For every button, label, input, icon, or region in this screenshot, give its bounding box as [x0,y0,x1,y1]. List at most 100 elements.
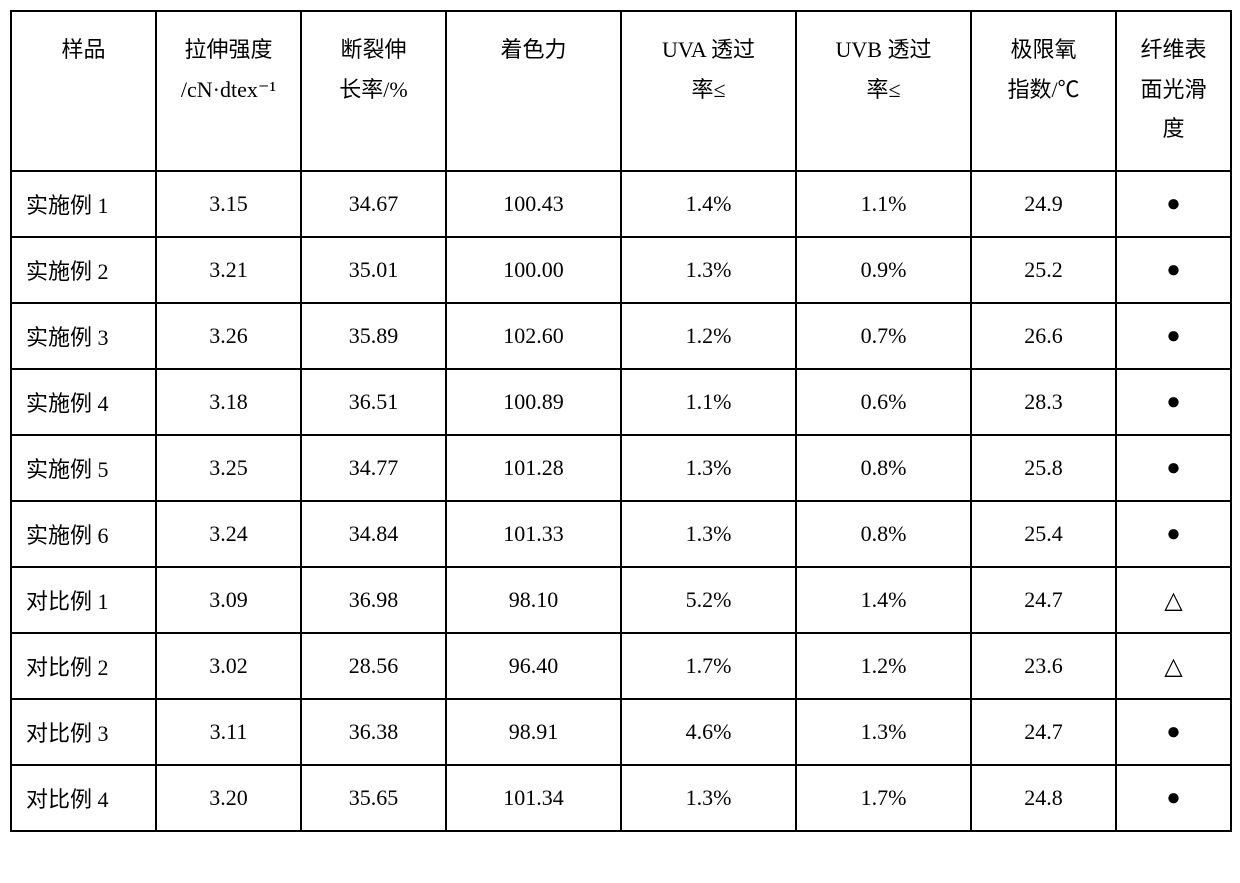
table-row: 对比例 2 3.02 28.56 96.40 1.7% 1.2% 23.6 △ [11,633,1231,699]
cell-coloring: 101.28 [446,435,621,501]
cell-elongation: 36.98 [301,567,446,633]
header-label-line1: 断裂伸 [340,37,406,62]
table-row: 对比例 3 3.11 36.38 98.91 4.6% 1.3% 24.7 ● [11,699,1231,765]
cell-sample: 实施例 4 [11,369,156,435]
cell-uvb: 0.9% [796,237,971,303]
cell-oxygen: 24.7 [971,567,1116,633]
cell-oxygen: 25.2 [971,237,1116,303]
cell-tensile: 3.11 [156,699,301,765]
cell-uvb: 1.1% [796,171,971,237]
header-label-line1: 拉伸强度 [184,37,272,62]
cell-smooth: ● [1116,303,1231,369]
cell-coloring: 100.43 [446,171,621,237]
header-label: 着色力 [500,37,566,62]
cell-coloring: 101.34 [446,765,621,831]
header-sample: 样品 [11,11,156,171]
cell-tensile: 3.21 [156,237,301,303]
cell-tensile: 3.26 [156,303,301,369]
header-label-line2: 率≤ [691,77,725,102]
cell-tensile: 3.09 [156,567,301,633]
cell-sample: 对比例 1 [11,567,156,633]
table-body: 实施例 1 3.15 34.67 100.43 1.4% 1.1% 24.9 ●… [11,171,1231,831]
table-row: 对比例 1 3.09 36.98 98.10 5.2% 1.4% 24.7 △ [11,567,1231,633]
cell-elongation: 34.77 [301,435,446,501]
cell-uva: 1.7% [621,633,796,699]
table-header: 样品 拉伸强度 /cN·dtex⁻¹ 断裂伸 长率/% 着色力 UVA 透过 率… [11,11,1231,171]
cell-elongation: 35.89 [301,303,446,369]
header-label-line2: 指数/℃ [1007,77,1079,102]
header-label-line1: UVA 透过 [662,37,755,62]
cell-smooth: ● [1116,369,1231,435]
cell-sample: 对比例 3 [11,699,156,765]
cell-coloring: 102.60 [446,303,621,369]
cell-smooth: △ [1116,633,1231,699]
cell-smooth: △ [1116,567,1231,633]
cell-elongation: 35.01 [301,237,446,303]
header-uvb: UVB 透过 率≤ [796,11,971,171]
cell-sample: 实施例 5 [11,435,156,501]
cell-tensile: 3.20 [156,765,301,831]
table-row: 实施例 3 3.26 35.89 102.60 1.2% 0.7% 26.6 ● [11,303,1231,369]
cell-coloring: 101.33 [446,501,621,567]
cell-elongation: 28.56 [301,633,446,699]
cell-elongation: 36.38 [301,699,446,765]
header-tensile: 拉伸强度 /cN·dtex⁻¹ [156,11,301,171]
cell-coloring: 100.89 [446,369,621,435]
cell-uva: 5.2% [621,567,796,633]
cell-uva: 1.3% [621,765,796,831]
cell-uva: 1.3% [621,435,796,501]
cell-sample: 实施例 2 [11,237,156,303]
cell-sample: 对比例 2 [11,633,156,699]
cell-sample: 实施例 6 [11,501,156,567]
cell-elongation: 35.65 [301,765,446,831]
cell-oxygen: 23.6 [971,633,1116,699]
cell-sample: 对比例 4 [11,765,156,831]
cell-uvb: 0.6% [796,369,971,435]
cell-oxygen: 25.4 [971,501,1116,567]
cell-smooth: ● [1116,237,1231,303]
cell-tensile: 3.18 [156,369,301,435]
cell-elongation: 34.67 [301,171,446,237]
cell-smooth: ● [1116,171,1231,237]
table-row: 实施例 2 3.21 35.01 100.00 1.3% 0.9% 25.2 ● [11,237,1231,303]
table-row: 实施例 6 3.24 34.84 101.33 1.3% 0.8% 25.4 ● [11,501,1231,567]
cell-coloring: 98.10 [446,567,621,633]
header-label-line1: 极限氧 [1010,37,1076,62]
cell-uva: 4.6% [621,699,796,765]
cell-tensile: 3.02 [156,633,301,699]
cell-smooth: ● [1116,435,1231,501]
cell-smooth: ● [1116,699,1231,765]
cell-uva: 1.4% [621,171,796,237]
cell-sample: 实施例 1 [11,171,156,237]
cell-sample: 实施例 3 [11,303,156,369]
cell-oxygen: 24.8 [971,765,1116,831]
cell-oxygen: 24.9 [971,171,1116,237]
cell-smooth: ● [1116,501,1231,567]
cell-coloring: 96.40 [446,633,621,699]
cell-elongation: 34.84 [301,501,446,567]
cell-coloring: 100.00 [446,237,621,303]
cell-tensile: 3.24 [156,501,301,567]
cell-uvb: 0.8% [796,501,971,567]
cell-uva: 1.3% [621,237,796,303]
data-table: 样品 拉伸强度 /cN·dtex⁻¹ 断裂伸 长率/% 着色力 UVA 透过 率… [10,10,1232,832]
header-label-line2: /cN·dtex⁻¹ [181,77,276,102]
cell-uvb: 0.7% [796,303,971,369]
table-container: 样品 拉伸强度 /cN·dtex⁻¹ 断裂伸 长率/% 着色力 UVA 透过 率… [10,10,1230,832]
cell-oxygen: 28.3 [971,369,1116,435]
cell-oxygen: 24.7 [971,699,1116,765]
header-label-line1: 纤维表 [1140,37,1206,62]
header-label-line2: 面光滑 [1140,77,1206,102]
header-row: 样品 拉伸强度 /cN·dtex⁻¹ 断裂伸 长率/% 着色力 UVA 透过 率… [11,11,1231,171]
header-elongation: 断裂伸 长率/% [301,11,446,171]
cell-coloring: 98.91 [446,699,621,765]
cell-oxygen: 26.6 [971,303,1116,369]
header-label: 样品 [61,37,105,62]
table-row: 对比例 4 3.20 35.65 101.34 1.3% 1.7% 24.8 ● [11,765,1231,831]
cell-oxygen: 25.8 [971,435,1116,501]
cell-tensile: 3.25 [156,435,301,501]
header-label-line2: 长率/% [339,77,407,102]
header-uva: UVA 透过 率≤ [621,11,796,171]
header-label-line2: 率≤ [866,77,900,102]
cell-uvb: 1.7% [796,765,971,831]
